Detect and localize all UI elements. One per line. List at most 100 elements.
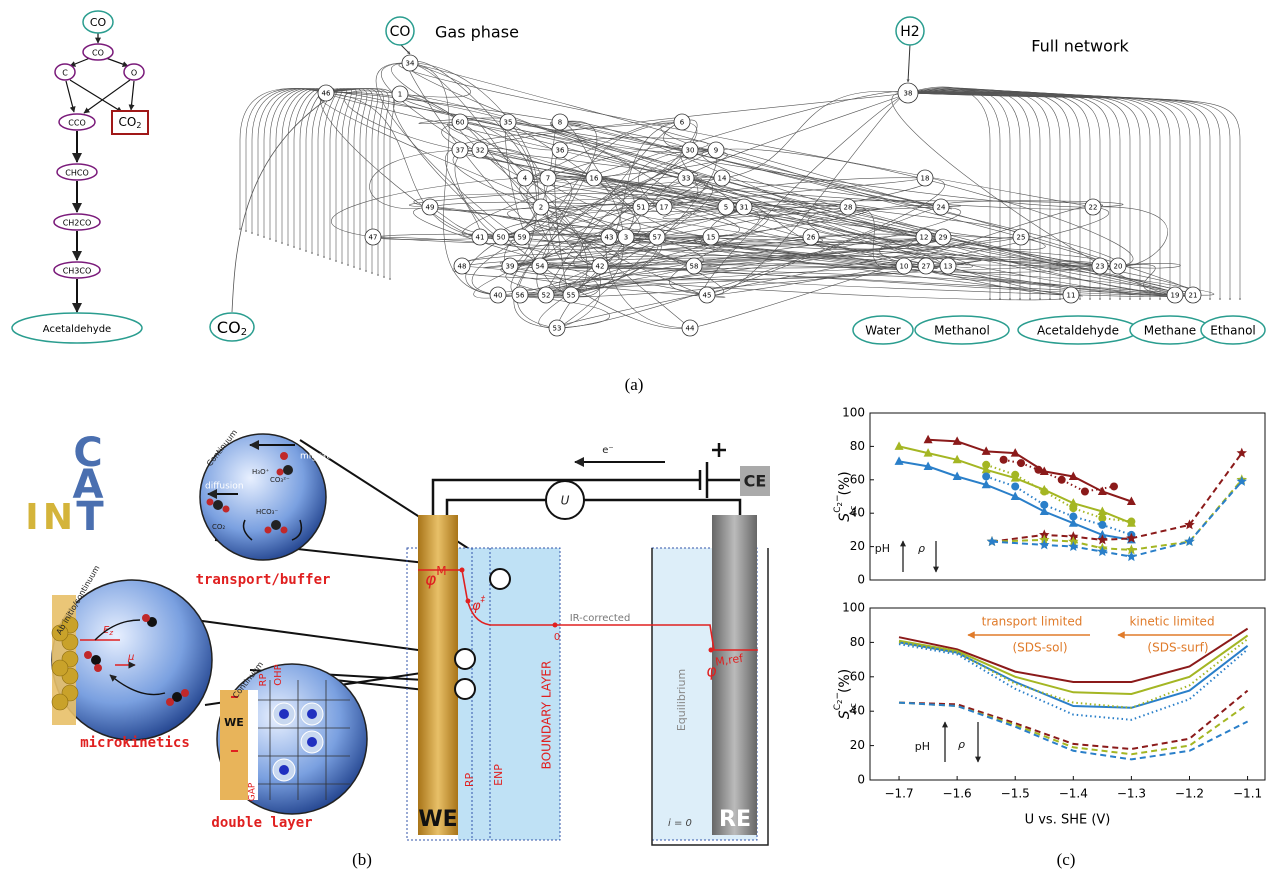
x-tick-label: −1.6 [943,787,972,801]
point [1040,501,1048,509]
x-tick-label: −1.5 [1001,787,1030,801]
node-label: 43 [605,234,614,242]
figure: (a) (b) (c) C A T I N Continuum migratio… [0,0,1269,878]
atom [281,527,288,534]
panel-label: (c) [1057,850,1076,869]
node-label: 31 [740,204,749,212]
node-label: 13 [944,263,953,271]
node-label: Water [865,324,901,338]
node-label: 14 [718,175,727,183]
node-label: 51 [637,204,646,212]
edge [276,88,326,242]
point [1011,471,1019,479]
edge [326,88,389,278]
node-label: 27 [922,263,931,271]
panel-a: COCOCOCCOCHCOCH2COCH3COCO2Acetaldehyde34… [12,11,1265,344]
x-tick-label: −1.3 [1117,787,1146,801]
atom [52,660,68,676]
edge [686,93,909,178]
node-label: Ethanol [1210,324,1256,338]
atom [207,499,214,506]
layer-label: RP [258,674,269,687]
y-tick-label: 100 [842,406,865,420]
node-label: 34 [406,60,415,68]
node-label: 33 [682,175,691,183]
node-label: 17 [660,204,669,212]
node-label: Acetaldehyde [43,324,111,335]
node-label: Acetaldehyde [1037,324,1119,338]
point [1110,482,1118,490]
node-label: 56 [516,292,525,300]
node-label: CO [92,49,104,58]
x-tick-label: −1.1 [1233,787,1262,801]
species-label: HCO₃⁻ [256,508,278,516]
edge [326,92,716,153]
species-label: H₃O⁺ [252,468,270,476]
edge [722,91,908,178]
region-label: Equilibrium [675,669,688,731]
node-label: 48 [458,263,467,271]
formula-base: CO [119,115,137,129]
atom [223,506,230,513]
zoom-point [455,679,475,699]
node-label: 4 [523,175,528,183]
edge [326,88,357,266]
y-tick-label: 0 [857,573,865,587]
charge [231,750,238,752]
scale-caption: double layer [211,815,312,831]
node-label: 28 [844,204,853,212]
node-label: 6 [680,119,685,127]
edge [318,88,334,256]
node-label: 46 [322,90,331,98]
node-label: 55 [567,292,576,300]
node-label: 59 [518,234,527,242]
node-label: O [131,69,137,78]
node-label: C [62,69,68,78]
node-label: 18 [921,175,930,183]
node-label: 3 [624,234,628,242]
potential-superscript: M [436,564,446,578]
atom [271,520,281,530]
atom [91,655,101,665]
electrode-label: WE [418,807,457,832]
atom [213,500,223,510]
point [1011,482,1019,490]
annotation: kinetic limited [1129,615,1214,629]
node-label: 35 [504,119,513,127]
logo-letter: T [76,494,104,540]
node-label: 60 [456,119,465,127]
page: (a) (b) (c) C A T I N Continuum migratio… [0,0,1269,878]
node-label: 15 [707,234,716,242]
cation [279,709,289,719]
node-label: 58 [690,263,699,271]
node-label: 23 [1096,263,1105,271]
y-label-unit: (%) [837,471,853,495]
node-label: CCO [68,119,85,128]
point [1040,487,1048,495]
plot-frame [870,608,1265,780]
chart: 020406080100SC2−Ac(%)pHρ [833,406,1266,587]
node-label: 47 [369,234,378,242]
atom [84,651,92,659]
node-label: CO [90,16,107,29]
node-label: 29 [939,234,948,242]
node-label: 45 [703,292,712,300]
electrode-label: RE [719,807,751,832]
node-label: 19 [1171,292,1180,300]
zoom-point [455,649,475,669]
annotation: ρ [918,542,925,555]
edge [609,122,682,237]
node-label: 25 [1017,234,1026,242]
node-label: 42 [596,263,605,271]
y-tick-label: 20 [850,539,865,553]
node-label: 26 [807,234,816,242]
node-label: 41 [476,234,485,242]
field-subscript: z [108,629,113,637]
y-label-sub: Ac [849,505,859,516]
node-label: CO [390,24,411,40]
node-label: 49 [426,204,435,212]
y-label-unit: (%) [837,669,853,693]
x-tick-label: −1.7 [884,787,913,801]
node-label: 9 [714,147,718,155]
x-axis-label: U vs. SHE (V) [1025,813,1111,828]
